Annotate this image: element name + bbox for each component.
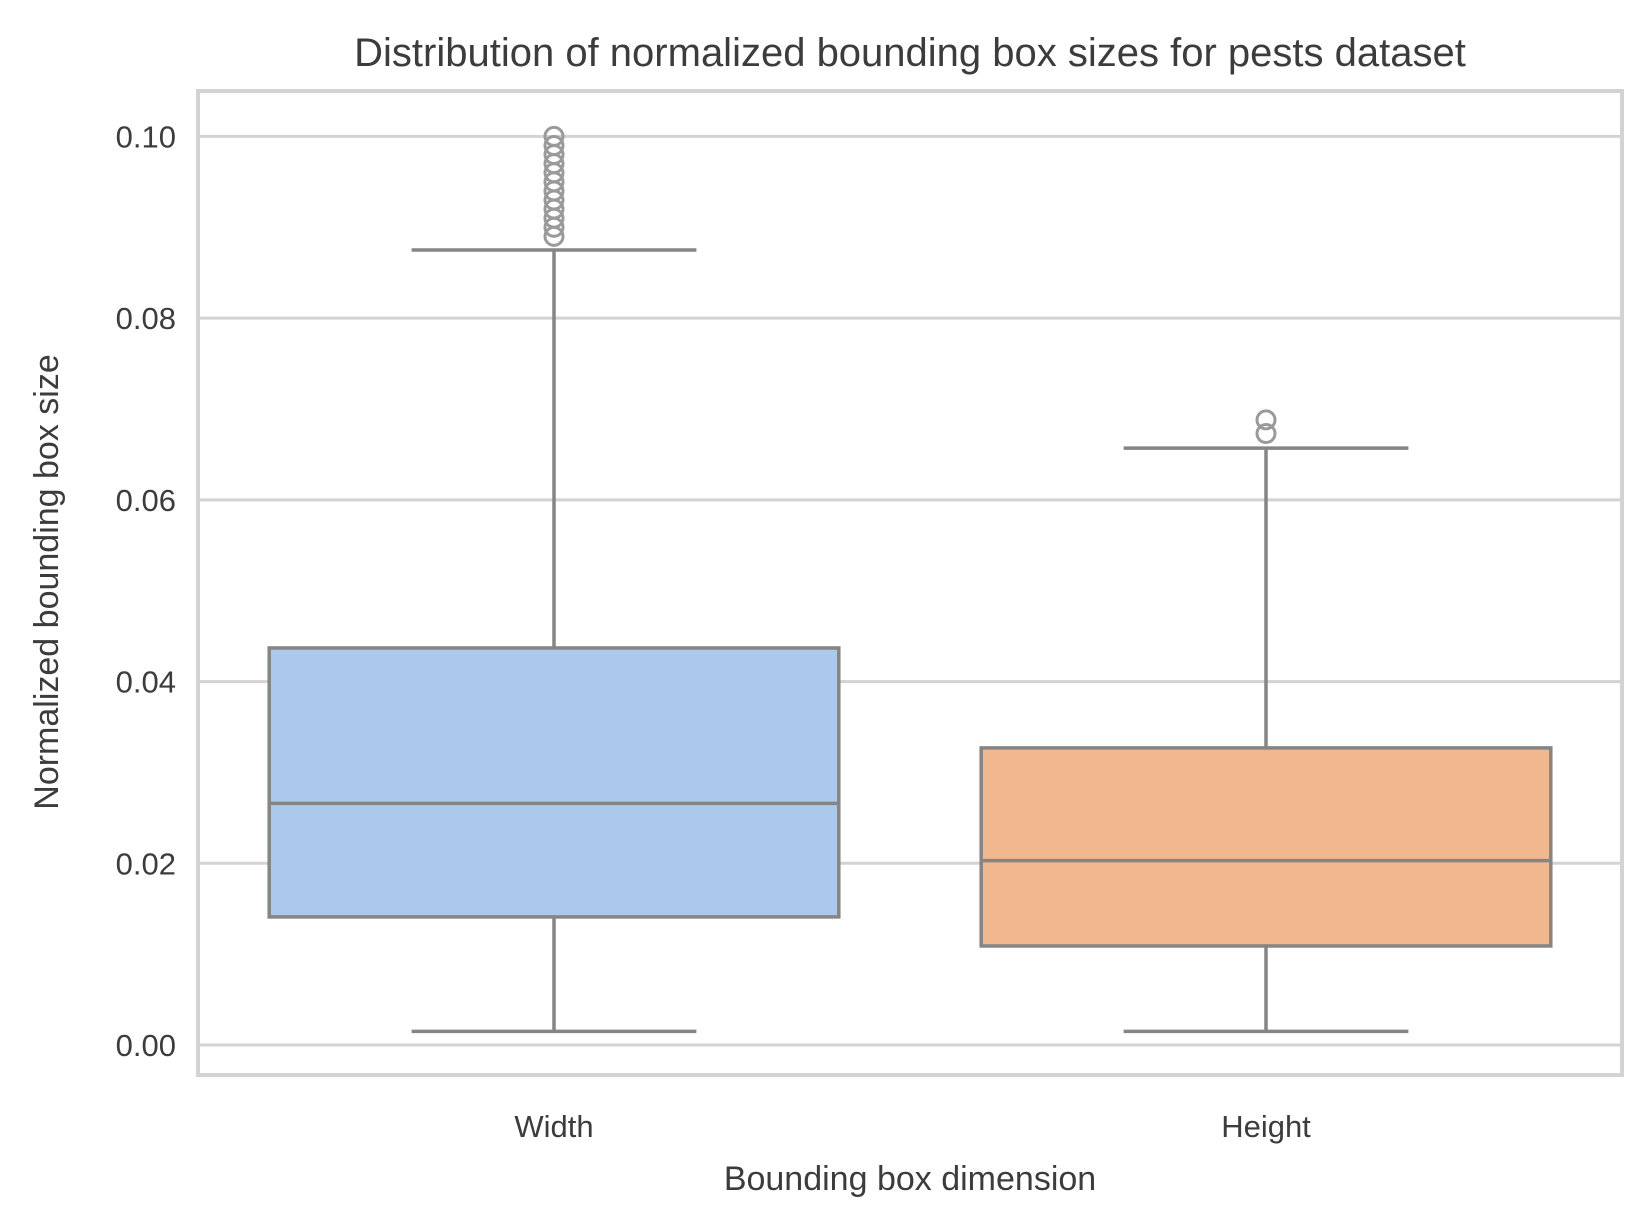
outlier-point: [543, 135, 565, 157]
x-tick-labels: Width Height: [514, 1109, 1311, 1144]
box-series: [267, 125, 1553, 1034]
y-tick-label: 0.02: [116, 846, 176, 881]
outlier-point: [1255, 423, 1277, 445]
box-height: [979, 746, 1553, 948]
outlier-point: [1255, 409, 1277, 431]
x-tick-label-width: Width: [514, 1109, 593, 1144]
y-tick-label: 0.10: [116, 119, 176, 154]
y-tick-label: 0.04: [116, 665, 176, 700]
chart-title: Distribution of normalized bounding box …: [354, 31, 1466, 75]
y-axis-label: Normalized bounding box size: [28, 354, 66, 809]
box-width: [267, 646, 841, 919]
x-axis-label: Bounding box dimension: [724, 1160, 1096, 1198]
y-tick-label: 0.06: [116, 483, 176, 518]
y-tick-label: 0.08: [116, 301, 176, 336]
y-tick-label: 0.00: [116, 1028, 176, 1063]
box-group-height: [979, 409, 1553, 1034]
x-tick-label-height: Height: [1221, 1109, 1311, 1144]
outlier-point: [543, 125, 565, 147]
y-tick-labels: 0.00 0.02 0.04 0.06 0.08 0.10: [116, 119, 176, 1063]
box-group-width: [267, 125, 841, 1034]
plot-frame: [196, 89, 1624, 1077]
